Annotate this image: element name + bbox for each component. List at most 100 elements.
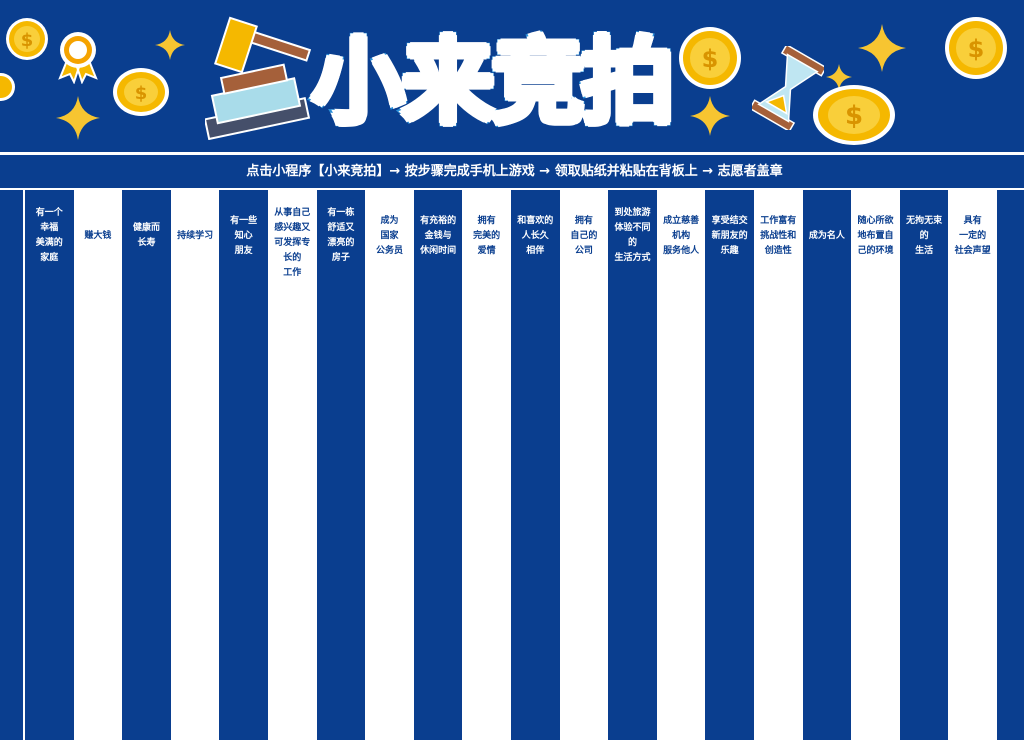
wish-label-line: 有充裕的 [420, 215, 457, 226]
star-icon [690, 96, 730, 136]
wish-column[interactable]: 成为 国家 公务员 [365, 190, 414, 740]
wish-column[interactable]: 工作富有挑战性和创造性 [754, 190, 803, 740]
wish-label-line: 生活方式 [614, 253, 651, 263]
wish-label: 到处旅游 体验不同的生活方式 [614, 206, 650, 266]
wish-label: 有一些 知心 朋友 [230, 206, 257, 266]
wish-label: 拥有 完美的 爱情 [473, 206, 500, 266]
wish-column[interactable]: 有充裕的金钱与休闲时间 [413, 190, 463, 740]
wish-label: 从事自己 感兴趣又 可发挥专 长的 工作 [274, 206, 310, 281]
wish-label-line: 享受结交 [711, 215, 748, 226]
coin-icon: $ [945, 17, 1007, 79]
wish-label-line: 知心 [234, 230, 253, 241]
wish-column[interactable]: 有一个幸福美满的家庭 [25, 190, 74, 740]
wish-label: 有一栋 舒适又 漂亮的 房子 [327, 206, 354, 266]
wish-label: 随心所欲地布置自己的环境 [857, 206, 893, 266]
wish-label-line: 成为 [380, 215, 399, 226]
wish-column[interactable]: 从事自己 感兴趣又 可发挥专 长的 工作 [268, 190, 317, 740]
wish-label-line: 有一些 [230, 215, 258, 226]
wish-label-line: 相伴 [526, 245, 545, 256]
wish-label-line: 公务员 [375, 245, 403, 256]
wish-column[interactable]: 具有 一定的 社会声望 [948, 190, 997, 740]
hourglass-icon [752, 46, 824, 130]
wish-label-line: 金钱与 [424, 230, 452, 241]
wish-label-line: 漂亮的 [327, 238, 355, 248]
coin-icon: $ [679, 27, 741, 89]
divider [23, 190, 25, 740]
wish-label-line: 体验不同 [614, 223, 651, 233]
svg-text:$: $ [135, 83, 148, 104]
star-icon [826, 64, 852, 90]
wish-label: 和喜欢的 人长久 相伴 [517, 206, 553, 266]
wish-column[interactable]: 享受结交 新朋友的 乐趣 [705, 190, 754, 740]
award-badge-icon [58, 32, 98, 84]
header: $ $ 小来竞拍 $ $ $ [0, 0, 1024, 152]
coin-icon: $ [113, 68, 169, 116]
wish-label: 健康而 长寿 [133, 206, 160, 266]
svg-text:$: $ [702, 45, 719, 73]
wish-label: 赚大钱 [84, 206, 111, 266]
wish-label-line: 一定的 [959, 230, 987, 241]
wish-label-line: 感兴趣又 [274, 223, 311, 233]
coin-icon: $ [6, 18, 48, 60]
svg-text:$: $ [845, 101, 863, 131]
divider [0, 152, 1024, 155]
wish-label-line: 到处旅游 [614, 208, 651, 218]
wish-label-line: 挑战性和 [760, 230, 797, 241]
wish-label-line: 具有 [963, 215, 982, 226]
wish-label-line: 成立慈善 [663, 215, 700, 226]
wish-label: 拥有 自己的 公司 [570, 206, 597, 266]
wish-label-line: 赚大钱 [84, 230, 112, 241]
wish-label-line: 有一个 [35, 208, 63, 218]
wish-label-line: 己的环境 [857, 245, 894, 256]
wish-column[interactable]: 拥有 完美的 爱情 [462, 190, 511, 740]
wish-column[interactable]: 成为名人 [802, 190, 852, 740]
wish-column[interactable]: 有一栋 舒适又 漂亮的 房子 [316, 190, 366, 740]
wish-label-line: 休闲时间 [420, 245, 457, 256]
wish-label-line: 工作富有 [760, 215, 797, 226]
wish-label-line: 随心所欲 [857, 215, 894, 226]
wish-label-line: 人长久 [521, 230, 549, 241]
wish-label-line: 公司 [574, 245, 593, 256]
wish-column[interactable]: 有一些 知心 朋友 [219, 190, 268, 740]
wish-label-line: 家庭 [40, 253, 59, 263]
wish-label-line: 机构 [672, 230, 691, 241]
wish-column[interactable]: 赚大钱 [73, 190, 123, 740]
wish-column[interactable]: 拥有 自己的 公司 [559, 190, 609, 740]
wish-label-line: 完美的 [473, 230, 501, 241]
wish-label: 持续学习 [177, 206, 213, 266]
wish-column[interactable]: 健康而 长寿 [122, 190, 171, 740]
wish-label-line: 房子 [331, 253, 350, 263]
wish-label: 工作富有挑战性和创造性 [760, 206, 796, 266]
wish-label-line: 长寿 [137, 238, 156, 248]
wish-label-line: 成为名人 [808, 230, 845, 241]
wish-label: 有一个幸福美满的家庭 [36, 206, 63, 266]
wish-label-line: 和喜欢的 [517, 215, 554, 226]
wish-label: 具有 一定的 社会声望 [955, 206, 991, 266]
star-icon [56, 96, 100, 140]
wish-column[interactable]: 成立慈善机构服务他人 [656, 190, 706, 740]
wish-column[interactable]: 到处旅游 体验不同的生活方式 [608, 190, 657, 740]
divider [0, 188, 1024, 190]
wish-label-line: 拥有 [574, 215, 593, 226]
wish-column[interactable]: 随心所欲地布置自己的环境 [851, 190, 900, 740]
wish-label-line: 创造性 [764, 245, 792, 256]
wish-label-line: 幸福 [40, 223, 59, 233]
wish-label-line: 服务他人 [663, 245, 700, 256]
wish-columns: 有一个 幸福 美满的 家庭 赚大钱 健康而 长寿 持续学习 有一些 知心 朋友 从事自己 感兴趣又 可发挥… [0, 190, 1024, 740]
coin-icon: $ [813, 85, 895, 145]
wish-label-line: 朋友 [234, 245, 253, 256]
wish-label-line: 国家 [380, 230, 399, 241]
wish-column[interactable]: 无拘无束的生活 [899, 190, 949, 740]
wish-label-line: 地布置自 [857, 230, 894, 241]
wish-label-line: 持续学习 [177, 230, 214, 241]
wish-label: 成为 国家 公务员 [376, 206, 403, 266]
wish-label-line: 爱情 [477, 245, 496, 256]
wish-label-line: 美满的 [35, 238, 63, 248]
wish-column[interactable]: 持续学习 [170, 190, 220, 740]
star-icon [155, 30, 185, 60]
wish-label-line: 生活 [915, 245, 934, 256]
wish-label-line: 无拘无束 [906, 215, 943, 226]
instructions-banner: 点击小程序【小来竞拍】→ 按步骤完成手机上游戏 → 领取贴纸并粘贴在背板上 → … [0, 155, 1024, 188]
svg-text:$: $ [21, 30, 34, 51]
wish-column[interactable]: 和喜欢的 人长久 相伴 [511, 190, 560, 740]
